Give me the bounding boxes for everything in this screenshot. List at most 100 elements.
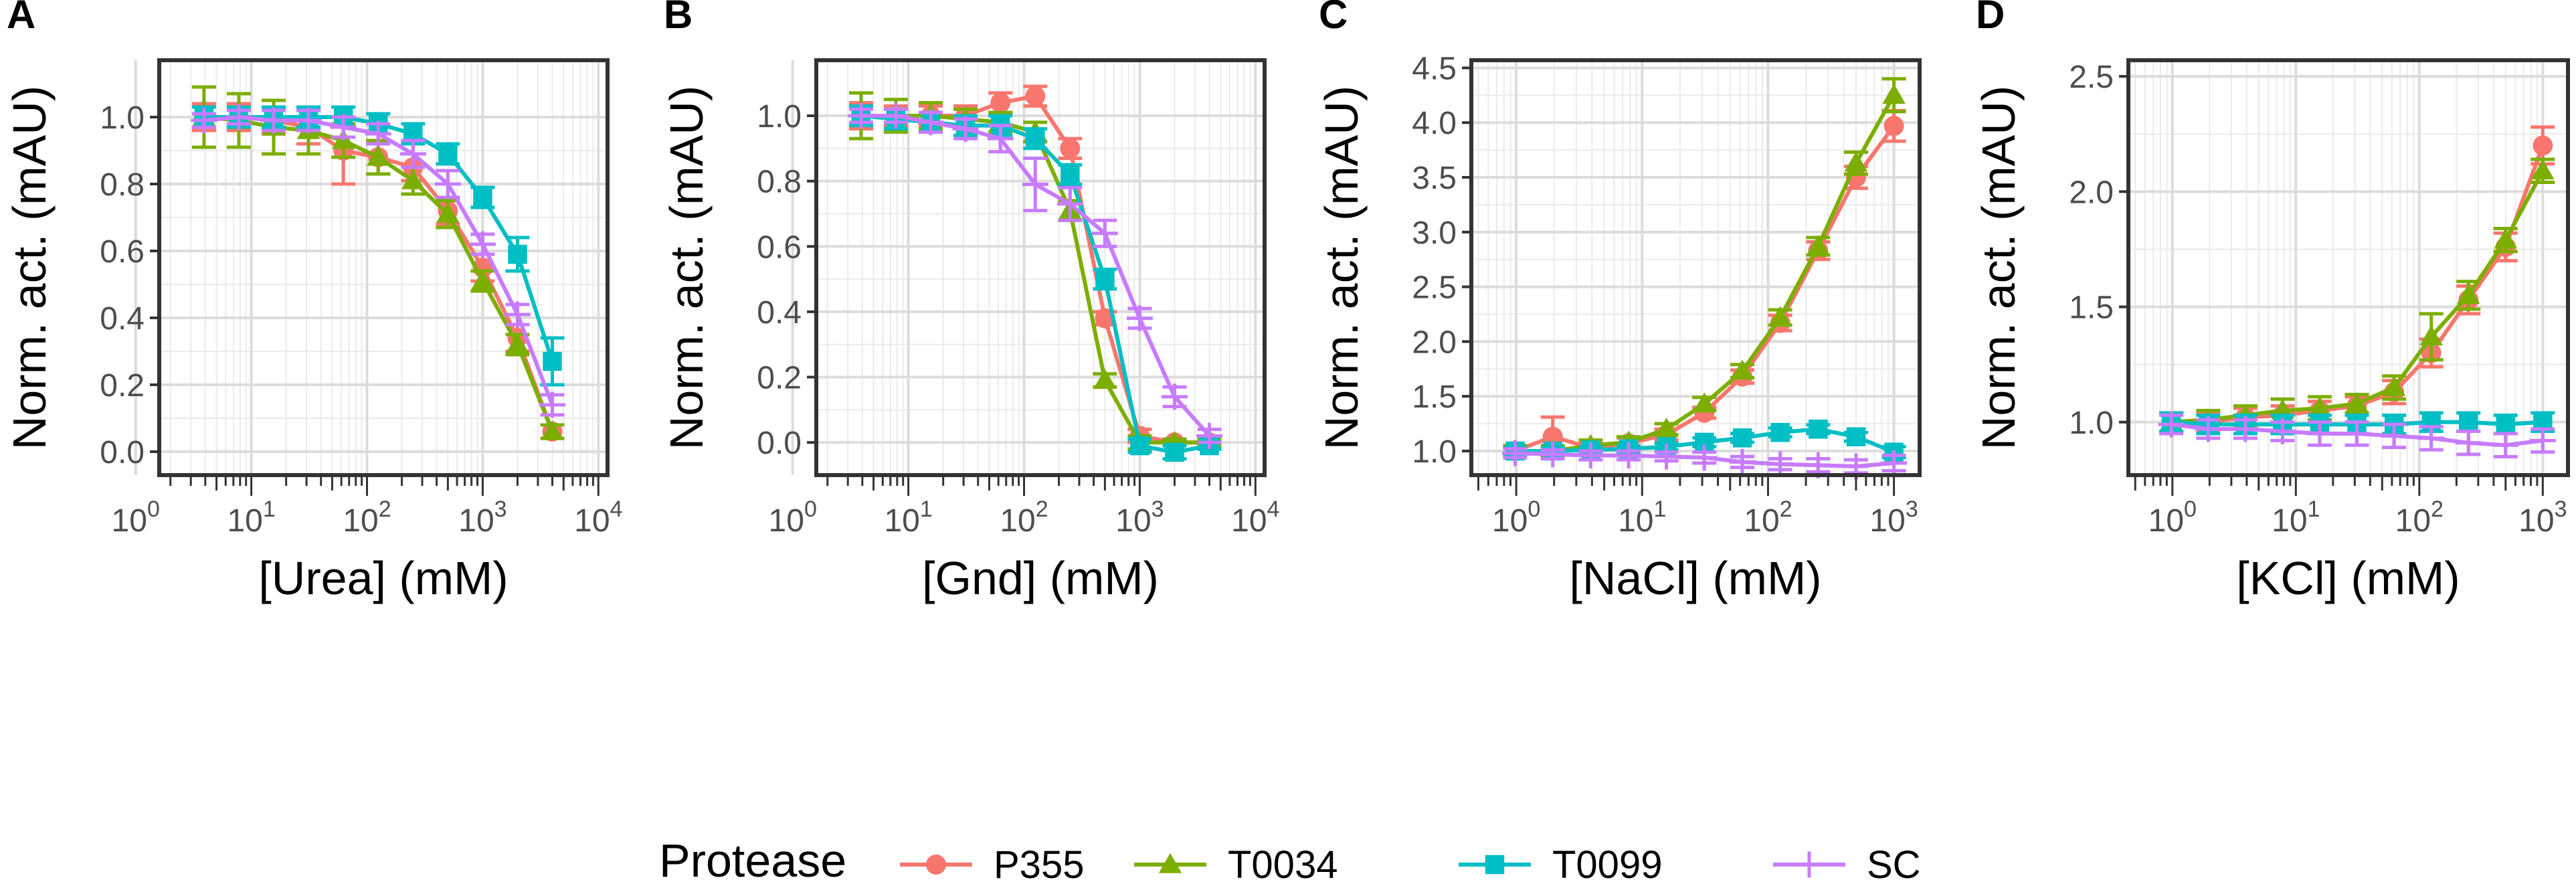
legend: Protease P355 T0034 T0099 SC bbox=[659, 834, 1921, 887]
panel-label: B bbox=[664, 0, 693, 37]
data-point bbox=[1730, 359, 1754, 380]
data-point bbox=[2232, 416, 2259, 442]
y-tick-label: 1.0 bbox=[2069, 406, 2114, 441]
x-tick-label: 103 bbox=[458, 497, 507, 539]
data-point bbox=[1883, 116, 1904, 137]
data-point bbox=[1061, 165, 1080, 185]
data-point bbox=[365, 120, 391, 147]
data-point bbox=[2419, 325, 2443, 346]
data-point bbox=[2269, 418, 2296, 445]
series-p355 bbox=[2159, 125, 2555, 434]
legend-entry-t0034: T0034 bbox=[1134, 843, 1338, 887]
x-axis-title: [NaCl] (mM) bbox=[1569, 552, 1821, 604]
data-point bbox=[1022, 171, 1048, 198]
panel-border bbox=[2126, 58, 2570, 477]
data-point bbox=[1615, 442, 1642, 469]
data-point bbox=[1729, 448, 1756, 475]
data-point bbox=[436, 202, 460, 223]
data-point bbox=[1577, 442, 1604, 469]
y-tick-label: 0.4 bbox=[757, 295, 802, 331]
y-tick-label: 2.5 bbox=[2069, 60, 2114, 95]
data-point bbox=[1655, 418, 1678, 438]
x-tick-label: 100 bbox=[2148, 497, 2197, 539]
data-point bbox=[2492, 432, 2519, 458]
y-tick-label: 0.8 bbox=[100, 167, 145, 203]
legend-entry-t0099: T0099 bbox=[1459, 843, 1662, 887]
data-point bbox=[2381, 422, 2407, 449]
data-point bbox=[1770, 422, 1790, 442]
panel-label: A bbox=[7, 0, 35, 37]
x-tick-label: 103 bbox=[1869, 497, 1918, 539]
data-point bbox=[330, 114, 357, 141]
x-tick-label: 102 bbox=[1000, 497, 1048, 539]
y-tick-label: 1.5 bbox=[1412, 379, 1457, 415]
data-point bbox=[1126, 305, 1153, 332]
data-point bbox=[1025, 86, 1046, 106]
minor-gridlines bbox=[816, 60, 1265, 475]
data-point bbox=[2345, 391, 2369, 412]
series-sc bbox=[191, 104, 566, 418]
data-point bbox=[2343, 420, 2370, 447]
data-point bbox=[1026, 128, 1045, 149]
data-point bbox=[539, 391, 566, 418]
x-tick-label: 101 bbox=[227, 497, 275, 539]
panel-c: C 1.0 1.5 2.0 2.5 3.0 3.5 4.0 4.5 100 101 102 103 [Na… bbox=[1315, 0, 1922, 604]
series-line bbox=[2171, 145, 2545, 424]
legend-label: SC bbox=[1867, 843, 1921, 887]
y-tick-label: 2.0 bbox=[2069, 175, 2114, 210]
y-tick-label: 3.5 bbox=[1412, 161, 1457, 196]
legend-entry-sc: SC bbox=[1773, 843, 1921, 887]
x-tick-label: 104 bbox=[574, 497, 622, 539]
series-sc bbox=[848, 102, 1223, 449]
data-point bbox=[917, 109, 944, 136]
series-sc bbox=[1501, 440, 1908, 480]
x-tick-label: 102 bbox=[2395, 497, 2444, 539]
data-point bbox=[1653, 443, 1680, 470]
series-t0034 bbox=[1503, 77, 1906, 460]
data-point bbox=[191, 107, 217, 134]
y-tick-label: 1.0 bbox=[1412, 434, 1457, 470]
data-point bbox=[2455, 430, 2482, 456]
panel-d: D 1.0 1.5 2.0 2.5 100 101 102 103 [KCl] (mM) Norm.… bbox=[1972, 0, 2570, 604]
data-point bbox=[1095, 269, 1115, 289]
y-tick-label: 1.0 bbox=[100, 100, 145, 136]
data-point bbox=[2496, 414, 2516, 434]
data-point bbox=[2456, 284, 2480, 304]
legend-key-marker bbox=[1485, 855, 1505, 875]
data-point bbox=[438, 144, 458, 164]
data-point bbox=[2382, 375, 2406, 396]
data-point bbox=[2531, 159, 2555, 180]
data-point bbox=[1846, 427, 1866, 446]
data-point bbox=[1060, 138, 1081, 159]
y-axis-title: Norm. act. (mAU) bbox=[3, 86, 56, 450]
data-point bbox=[1692, 392, 1716, 413]
x-axis-title: [Urea] (mM) bbox=[258, 552, 508, 604]
data-point bbox=[1501, 440, 1528, 466]
x-tick-label: 103 bbox=[1115, 497, 1164, 539]
legend-label: P355 bbox=[994, 843, 1084, 887]
x-tick-label: 103 bbox=[2518, 497, 2567, 539]
series-line bbox=[2171, 169, 2545, 424]
data-point bbox=[1767, 451, 1794, 478]
y-tick-label: 3.0 bbox=[1412, 215, 1457, 251]
data-point bbox=[1130, 436, 1149, 456]
data-point bbox=[1161, 383, 1188, 410]
data-point bbox=[987, 125, 1014, 152]
data-point bbox=[1809, 420, 1828, 439]
data-point bbox=[2529, 427, 2556, 454]
y-tick-label: 0.8 bbox=[757, 165, 802, 200]
panel-border bbox=[1469, 58, 1922, 477]
data-point bbox=[367, 145, 390, 166]
data-point bbox=[1093, 369, 1117, 389]
data-point bbox=[2306, 420, 2333, 447]
data-point bbox=[1165, 442, 1184, 462]
series-t0034 bbox=[2159, 157, 2555, 434]
data-point bbox=[883, 102, 909, 129]
x-tick-label: 100 bbox=[1492, 497, 1540, 539]
data-point bbox=[2308, 396, 2332, 417]
data-point bbox=[506, 333, 529, 353]
series-sc bbox=[2158, 411, 2556, 458]
data-point bbox=[1691, 444, 1718, 471]
data-point bbox=[399, 141, 426, 167]
